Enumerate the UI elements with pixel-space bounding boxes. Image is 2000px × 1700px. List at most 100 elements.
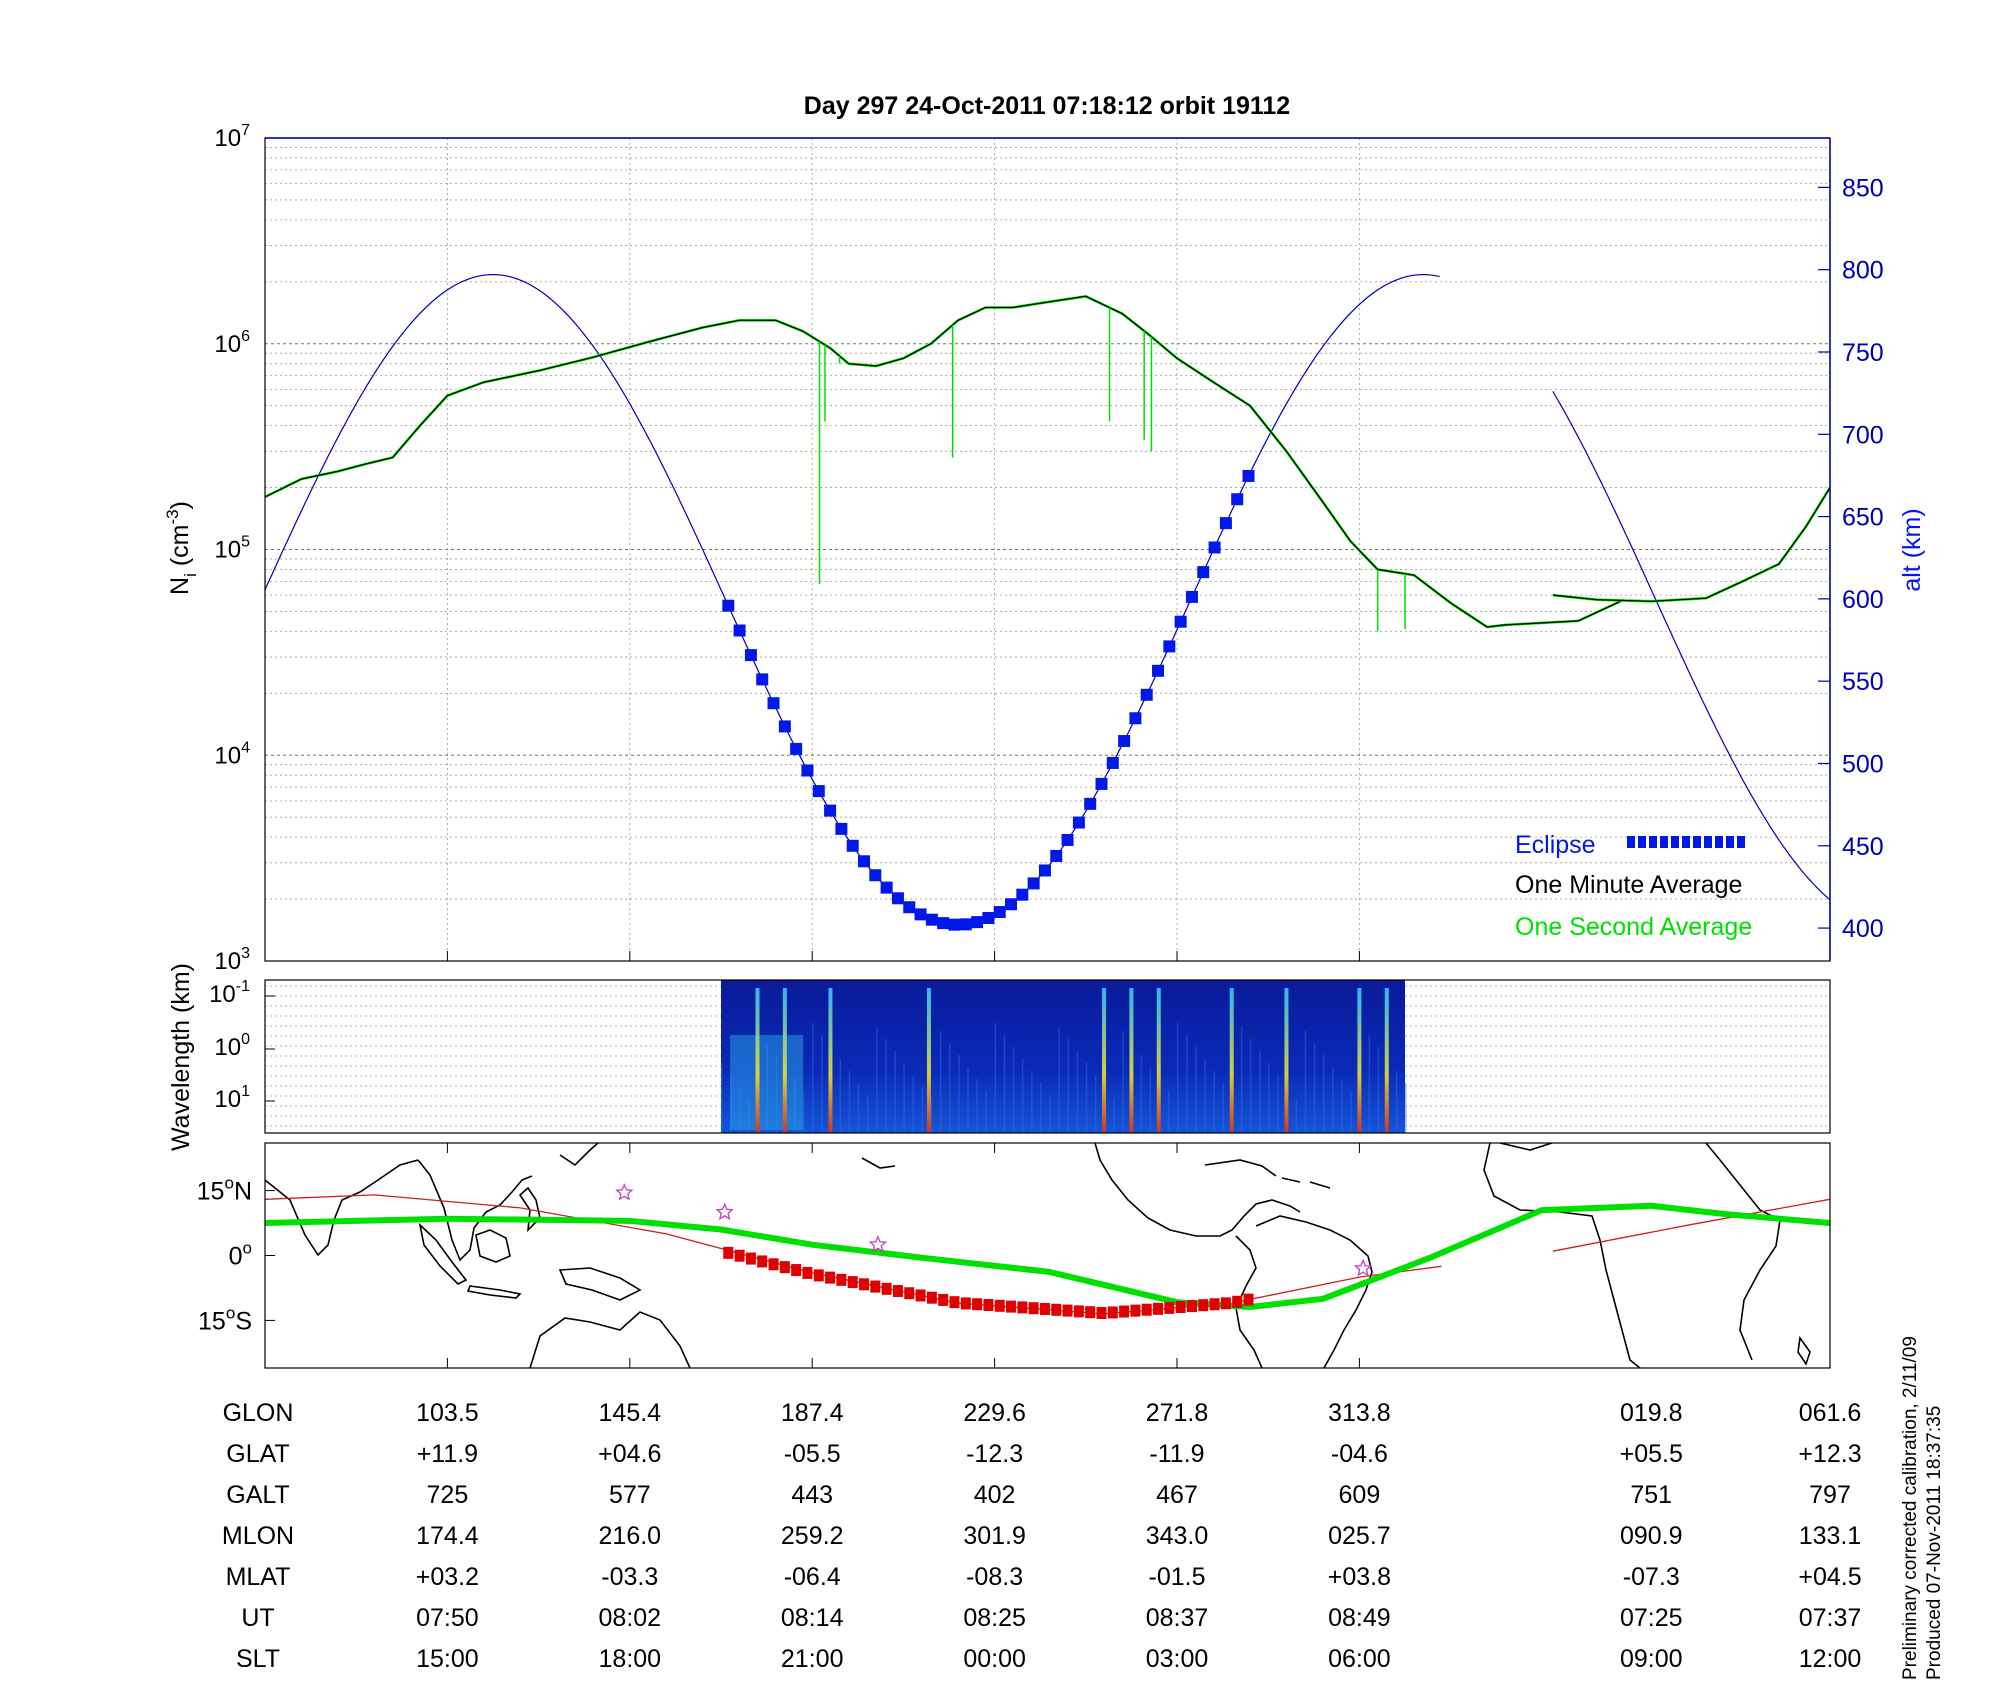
eclipse-track-marker — [1232, 1295, 1243, 1308]
legend-one-second-label: One Second Average — [1515, 913, 1752, 941]
latitude-tick-labels: 15oN 0o 15oS — [197, 1174, 275, 1335]
spectrogram-streak — [1195, 1047, 1197, 1133]
chart-title: Day 297 24-Oct-2011 07:18:12 orbit 19112 — [804, 92, 1290, 120]
table-row-label: GLON — [223, 1399, 294, 1427]
legend-eclipse-marker — [1660, 836, 1668, 848]
spectrogram-streak — [1040, 1083, 1042, 1133]
eclipse-marker — [937, 917, 950, 930]
eclipse-track-marker — [994, 1299, 1005, 1312]
table-row-label: MLAT — [226, 1563, 291, 1591]
spectrogram-background — [721, 980, 1406, 1133]
map-x-ticks — [446, 1143, 1360, 1368]
eclipse-track-marker — [1209, 1298, 1220, 1311]
table-cell: 187.4 — [781, 1399, 844, 1427]
eclipse-marker — [1185, 590, 1198, 603]
eclipse-track-marker — [802, 1266, 813, 1279]
table-cell: 216.0 — [599, 1522, 662, 1550]
y-tick-label: 104 — [214, 739, 250, 769]
legend-eclipse-swatch — [1627, 836, 1745, 848]
eclipse-track-marker — [1006, 1300, 1017, 1313]
spectrogram-streak — [821, 1035, 823, 1133]
table-cell: +03.8 — [1328, 1563, 1391, 1591]
table-cell: 00:00 — [963, 1645, 1026, 1673]
eclipse-track-marker — [904, 1287, 915, 1300]
spectrogram-streak — [812, 1023, 814, 1133]
table-cell: 08:14 — [781, 1604, 844, 1632]
eclipse-track-marker — [1028, 1302, 1039, 1315]
spectrogram-frame — [264, 979, 1831, 1134]
spectrogram-bright-column — [1129, 988, 1134, 1133]
eclipse-track-marker — [949, 1296, 960, 1309]
eclipse-track-marker — [847, 1276, 858, 1289]
spectrogram-streak — [1021, 1059, 1024, 1133]
table-cell: 07:37 — [1799, 1604, 1862, 1632]
spectrogram-streak — [985, 1091, 987, 1133]
station-star — [868, 1234, 888, 1253]
altitude-tick-labels: 400 450 500 550 600 650 700 750 800 850 — [1818, 174, 1884, 943]
table-cell: 609 — [1339, 1481, 1381, 1509]
spectrogram-streak — [1322, 1055, 1325, 1133]
altitude-axis-label: alt (km) — [1898, 508, 1926, 591]
eclipse-marker — [790, 742, 803, 755]
latitude-tick-label: 15oS — [198, 1303, 252, 1335]
spectrogram-streak — [976, 1079, 978, 1133]
eclipse-track-marker — [745, 1252, 756, 1265]
legend-eclipse-marker — [1693, 836, 1701, 848]
eclipse-marker — [767, 697, 780, 710]
table-cell: 07:25 — [1620, 1604, 1683, 1632]
table-row-label: GALT — [226, 1481, 289, 1509]
table-cell: +04.6 — [598, 1440, 661, 1468]
table-cell: -11.9 — [1149, 1440, 1204, 1468]
y-tick-label: 106 — [214, 328, 250, 358]
eclipse-marker — [1072, 816, 1085, 829]
spectrogram-image — [721, 980, 1407, 1133]
eclipse-marker — [858, 855, 871, 868]
eclipse-marker — [846, 839, 859, 852]
spectrogram-bright-column — [1284, 988, 1289, 1133]
spectrogram-streak — [848, 1071, 851, 1133]
eclipse-marker — [835, 822, 848, 835]
coastline-se-asia — [417, 1159, 533, 1262]
spectrogram-streak — [1332, 1067, 1334, 1133]
table-row-label: MLON — [222, 1522, 294, 1550]
altitude-tick-label: 700 — [1842, 421, 1884, 449]
eclipse-marker — [778, 720, 791, 733]
eclipse-marker — [1050, 849, 1063, 862]
legend-eclipse-label: Eclipse — [1515, 831, 1596, 859]
coastline-north-america — [1094, 1143, 1301, 1237]
eclipse-marker — [948, 918, 961, 931]
spectrogram-streak — [939, 1031, 942, 1133]
table-cell: 061.6 — [1799, 1399, 1862, 1427]
eclipse-track-marker — [768, 1258, 779, 1271]
eclipse-marker — [801, 764, 814, 777]
altitude-line — [1552, 390, 1830, 901]
orbit-info-table: GLON 103.5 145.4 187.4 229.6 271.8 313.8 019.8 0… — [222, 1399, 1862, 1673]
altitude-tick-label: 450 — [1842, 833, 1884, 861]
eclipse-marker — [744, 649, 757, 662]
eclipse-marker — [869, 869, 882, 882]
spectrogram-bright-column — [1357, 988, 1362, 1133]
table-cell: 025.7 — [1328, 1522, 1391, 1550]
spectrogram-streak — [1213, 1071, 1215, 1133]
table-cell: 229.6 — [963, 1399, 1026, 1427]
eclipse-marker — [1005, 898, 1018, 911]
spectrogram-streak — [1259, 1051, 1261, 1133]
eclipse-marker — [1197, 566, 1210, 579]
table-cell: 09:00 — [1620, 1645, 1683, 1673]
eclipse-marker — [1129, 712, 1142, 725]
table-cell: -08.3 — [966, 1563, 1023, 1591]
eclipse-track-marker — [972, 1298, 983, 1311]
eclipse-track-marker — [960, 1297, 971, 1310]
eclipse-track-marker — [723, 1246, 734, 1259]
eclipse-track-marker — [859, 1278, 870, 1291]
eclipse-track-marker — [1164, 1301, 1175, 1314]
spectrogram-streak — [930, 1099, 933, 1133]
spectrogram-streak — [1140, 1055, 1143, 1133]
legend-eclipse-marker — [1715, 836, 1723, 848]
eclipse-track-marker — [813, 1269, 824, 1282]
eclipse-marker — [756, 673, 769, 686]
eclipse-marker — [1152, 664, 1165, 677]
spectrogram-streak — [803, 1091, 805, 1133]
table-cell: 259.2 — [781, 1522, 844, 1550]
spectrogram-streak — [1003, 1035, 1006, 1133]
